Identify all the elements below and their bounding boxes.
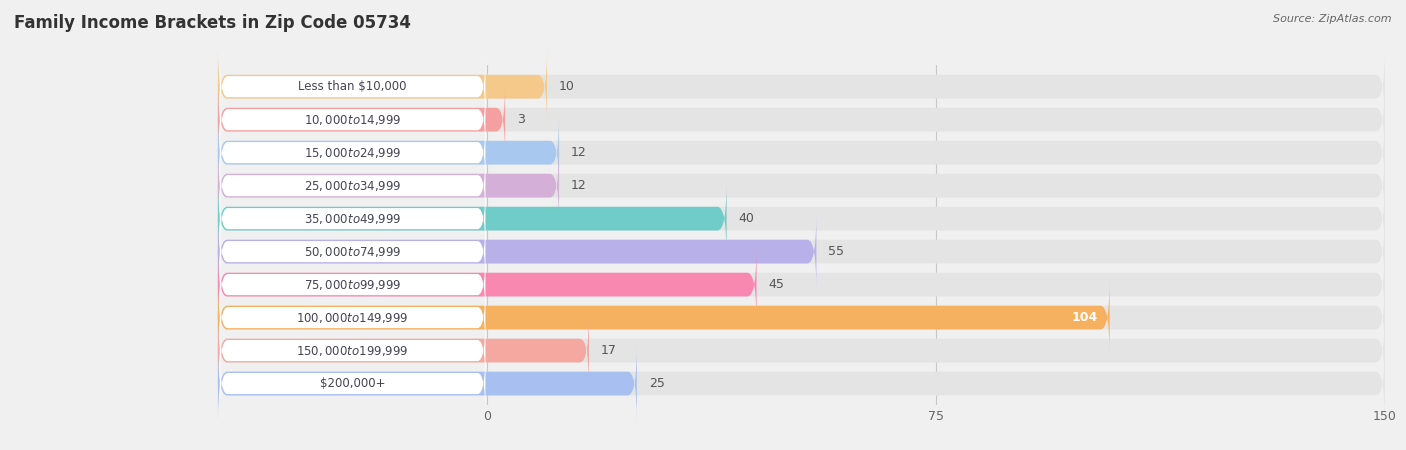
Text: $35,000 to $49,999: $35,000 to $49,999	[304, 212, 401, 225]
FancyBboxPatch shape	[218, 313, 1385, 388]
FancyBboxPatch shape	[218, 49, 1385, 124]
Text: 55: 55	[828, 245, 845, 258]
Text: $100,000 to $149,999: $100,000 to $149,999	[297, 310, 409, 324]
FancyBboxPatch shape	[219, 120, 485, 185]
FancyBboxPatch shape	[219, 54, 485, 119]
Text: Family Income Brackets in Zip Code 05734: Family Income Brackets in Zip Code 05734	[14, 14, 411, 32]
Text: $15,000 to $24,999: $15,000 to $24,999	[304, 146, 401, 160]
Text: $50,000 to $74,999: $50,000 to $74,999	[304, 245, 401, 259]
Text: 3: 3	[517, 113, 524, 126]
FancyBboxPatch shape	[219, 153, 485, 218]
FancyBboxPatch shape	[218, 247, 756, 322]
FancyBboxPatch shape	[218, 115, 1385, 190]
FancyBboxPatch shape	[219, 219, 485, 284]
FancyBboxPatch shape	[218, 148, 1385, 223]
FancyBboxPatch shape	[219, 252, 485, 317]
FancyBboxPatch shape	[218, 214, 817, 289]
Text: $25,000 to $34,999: $25,000 to $34,999	[304, 179, 401, 193]
Text: 45: 45	[769, 278, 785, 291]
FancyBboxPatch shape	[218, 214, 1385, 289]
FancyBboxPatch shape	[218, 82, 1385, 158]
FancyBboxPatch shape	[219, 285, 485, 350]
FancyBboxPatch shape	[219, 186, 485, 251]
FancyBboxPatch shape	[218, 247, 1385, 322]
Text: 104: 104	[1071, 311, 1098, 324]
Text: $10,000 to $14,999: $10,000 to $14,999	[304, 112, 401, 127]
Text: 25: 25	[648, 377, 665, 390]
Text: 10: 10	[560, 80, 575, 93]
Text: 40: 40	[738, 212, 755, 225]
Text: 17: 17	[600, 344, 617, 357]
Text: Source: ZipAtlas.com: Source: ZipAtlas.com	[1274, 14, 1392, 23]
FancyBboxPatch shape	[218, 346, 1385, 421]
FancyBboxPatch shape	[219, 351, 485, 416]
Text: Less than $10,000: Less than $10,000	[298, 80, 406, 93]
Text: 12: 12	[571, 146, 586, 159]
FancyBboxPatch shape	[218, 280, 1385, 355]
Text: 12: 12	[571, 179, 586, 192]
FancyBboxPatch shape	[218, 181, 1385, 256]
FancyBboxPatch shape	[218, 82, 505, 158]
FancyBboxPatch shape	[218, 280, 1109, 355]
FancyBboxPatch shape	[218, 49, 547, 124]
FancyBboxPatch shape	[219, 87, 485, 152]
FancyBboxPatch shape	[218, 313, 589, 388]
FancyBboxPatch shape	[218, 346, 637, 421]
Text: $75,000 to $99,999: $75,000 to $99,999	[304, 278, 401, 292]
FancyBboxPatch shape	[218, 181, 727, 256]
FancyBboxPatch shape	[218, 115, 560, 190]
FancyBboxPatch shape	[218, 148, 560, 223]
Text: $150,000 to $199,999: $150,000 to $199,999	[297, 343, 409, 358]
Text: $200,000+: $200,000+	[319, 377, 385, 390]
FancyBboxPatch shape	[219, 318, 485, 383]
